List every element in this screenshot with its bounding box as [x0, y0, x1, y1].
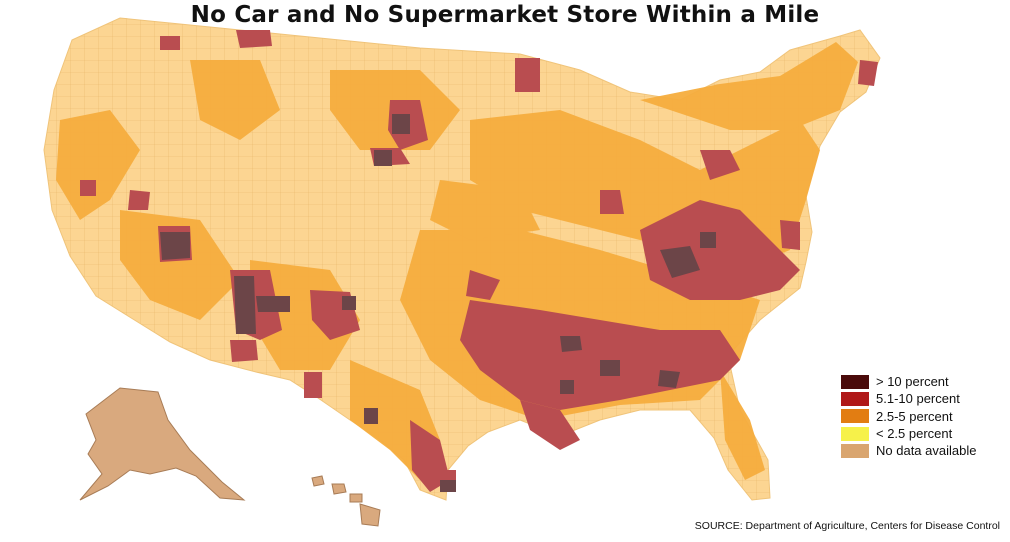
legend-swatch — [841, 409, 869, 424]
legend-swatch — [841, 374, 869, 389]
legend-item: 5.1-10 percent — [841, 390, 976, 407]
legend-label: 2.5-5 percent — [876, 408, 953, 424]
legend-label: > 10 percent — [876, 374, 949, 389]
hawaii-shape — [311, 475, 381, 527]
map-legend: > 10 percent 5.1-10 percent 2.5-5 percen… — [841, 373, 976, 459]
legend-item: > 10 percent — [841, 373, 976, 390]
map-title: No Car and No Supermarket Store Within a… — [190, 2, 820, 28]
legend-label: 5.1-10 percent — [876, 391, 960, 407]
legend-item: 2.5-5 percent — [841, 408, 976, 425]
highest-category-regions — [160, 114, 716, 492]
legend-swatch — [841, 426, 869, 441]
alaska-shape — [79, 387, 246, 501]
legend-item: No data available — [841, 442, 976, 459]
legend-item: < 2.5 percent — [841, 425, 976, 442]
source-note: SOURCE: Department of Agriculture, Cente… — [694, 520, 1000, 532]
legend-label: No data available — [876, 443, 977, 459]
legend-swatch — [841, 443, 869, 458]
legend-swatch — [841, 391, 869, 406]
legend-label: < 2.5 percent — [876, 425, 953, 441]
